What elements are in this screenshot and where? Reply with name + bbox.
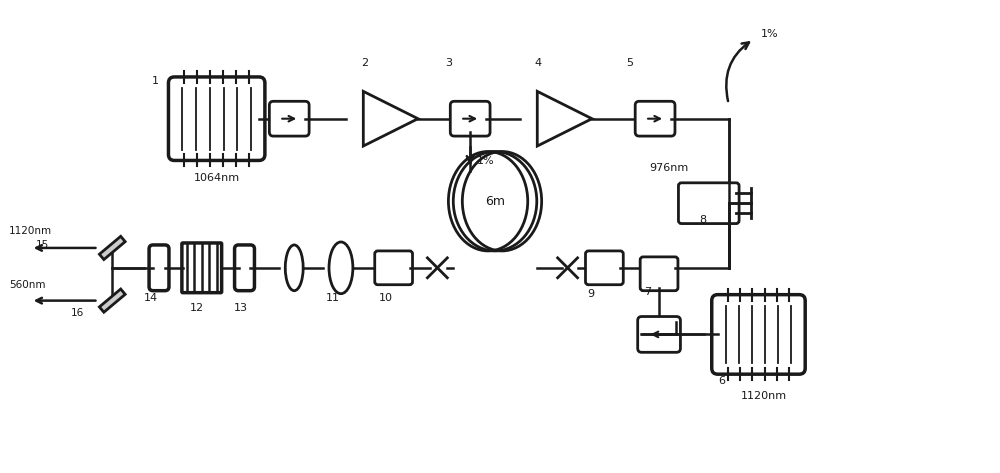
Text: 2: 2 [361,58,368,68]
FancyBboxPatch shape [640,257,678,291]
Text: 7: 7 [644,287,651,297]
FancyBboxPatch shape [149,245,169,291]
Text: 1%: 1% [760,29,778,39]
FancyBboxPatch shape [678,183,739,224]
Text: 10: 10 [379,293,393,303]
FancyBboxPatch shape [638,316,680,352]
Text: 8: 8 [699,215,706,225]
Text: 1064nm: 1064nm [194,173,240,184]
Text: 9: 9 [587,289,595,298]
Text: 560nm: 560nm [9,280,45,290]
Text: 6m: 6m [485,195,505,208]
FancyBboxPatch shape [375,251,413,285]
Text: 1120nm: 1120nm [9,226,52,236]
Text: 15: 15 [36,240,49,250]
Text: 3: 3 [445,58,452,68]
FancyBboxPatch shape [635,101,675,136]
Text: 6: 6 [719,376,726,386]
FancyBboxPatch shape [235,245,254,291]
Text: 16: 16 [71,307,84,317]
Text: 5: 5 [626,58,633,68]
FancyBboxPatch shape [99,236,125,260]
Text: 13: 13 [234,303,248,313]
FancyBboxPatch shape [182,243,222,293]
Text: 1: 1 [152,76,159,86]
FancyBboxPatch shape [712,295,805,374]
Text: 12: 12 [190,303,204,313]
Text: 976nm: 976nm [649,163,689,174]
Text: 1120nm: 1120nm [740,391,787,401]
FancyBboxPatch shape [450,101,490,136]
Text: 4: 4 [535,58,542,68]
FancyBboxPatch shape [269,101,309,136]
Text: 1%: 1% [477,157,495,166]
FancyBboxPatch shape [99,289,125,312]
FancyBboxPatch shape [168,77,265,160]
FancyBboxPatch shape [585,251,623,285]
Text: 14: 14 [144,293,158,303]
Text: 11: 11 [326,293,340,303]
